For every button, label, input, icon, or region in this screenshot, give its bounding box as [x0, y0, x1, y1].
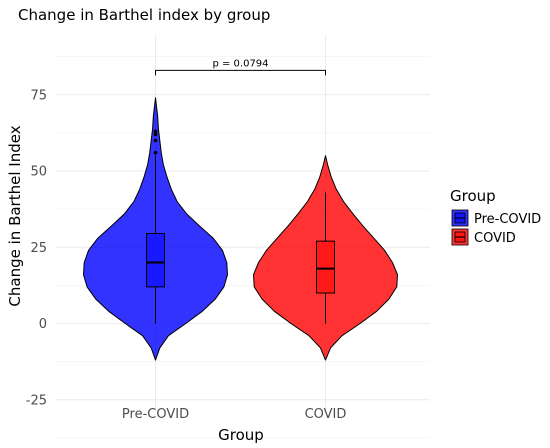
- box: [316, 240, 335, 294]
- legend-label: Pre-COVID: [474, 212, 541, 227]
- y-tick-label: -25: [26, 393, 47, 408]
- y-axis-title: Change in Barthel Index: [6, 125, 24, 306]
- legend-key-pre-covid: [451, 209, 469, 227]
- chart-title: Change in Barthel index by group: [18, 6, 270, 24]
- y-tick-label: 50: [30, 165, 47, 180]
- legend-title: Group: [450, 187, 496, 205]
- x-axis-ticks: Pre-COVID COVID: [122, 407, 347, 422]
- legend: Group Pre-COVID COVID: [450, 187, 541, 246]
- p-value-label: p = 0.0794: [212, 58, 268, 69]
- outlier-point: [153, 129, 158, 134]
- x-tick-label: Pre-COVID: [122, 407, 189, 422]
- y-tick-label: 0: [39, 317, 47, 332]
- outlier-point: [153, 150, 158, 155]
- violins: [83, 97, 398, 361]
- p-value-bracket: p = 0.0794: [155, 58, 326, 76]
- y-tick-label: 25: [30, 241, 47, 256]
- legend-key-covid: [451, 228, 469, 246]
- x-tick-label: COVID: [305, 407, 347, 422]
- legend-label: COVID: [474, 231, 516, 246]
- outlier-point: [153, 138, 158, 143]
- y-tick-label: 75: [30, 88, 47, 103]
- y-axis-ticks: -25 0 25 50 75: [26, 88, 47, 408]
- x-axis-title: Group: [218, 426, 264, 444]
- box: [146, 233, 165, 288]
- outlier-point: [153, 132, 158, 137]
- bracket-line: [155, 69, 326, 76]
